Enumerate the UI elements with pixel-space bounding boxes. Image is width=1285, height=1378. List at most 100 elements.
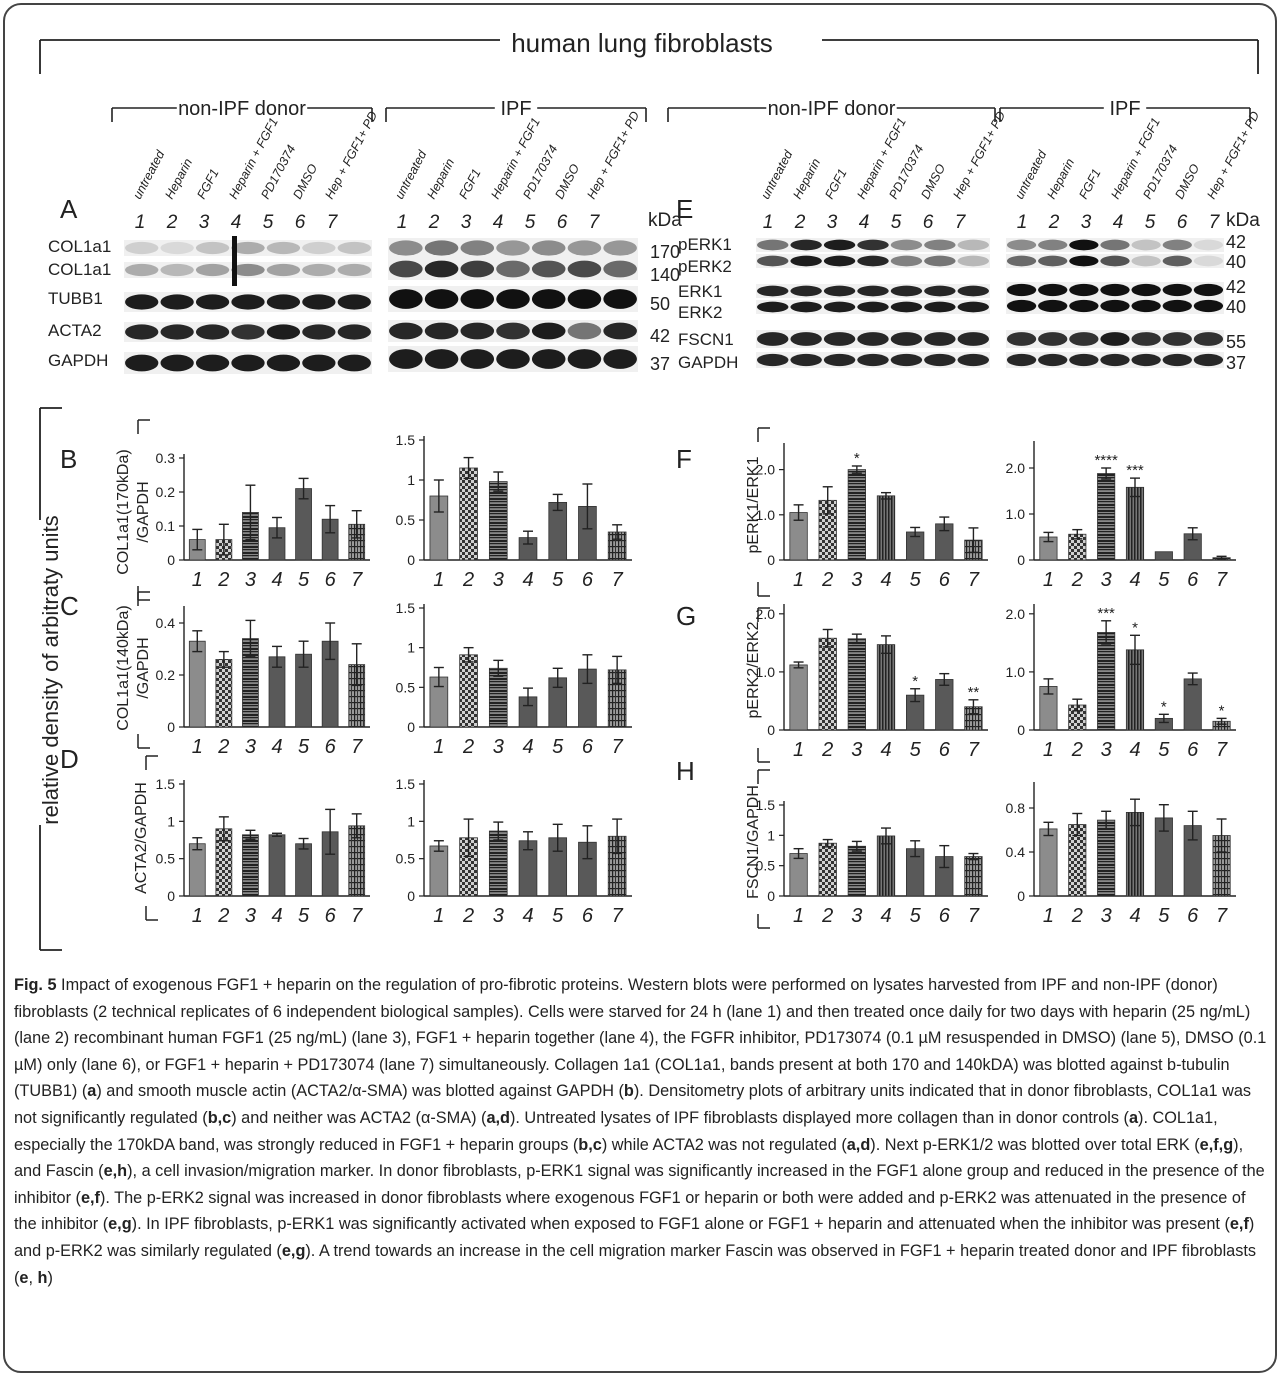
blot-row-label: ERK2: [678, 303, 722, 322]
group-label: IPF: [1109, 98, 1140, 120]
caption-text: ) and p-ERK2 was similarly regulated (: [14, 1215, 1255, 1260]
blot-perk1-donor: [756, 238, 990, 252]
blot-band: [957, 353, 989, 367]
chart-B-donor: 0 0.1 0.2 0.3 1 2 3 4 5 6 7 COL1a1(170kDa)/GAPDH: [115, 419, 370, 601]
x-tick-label: 4: [880, 569, 891, 591]
significance-star: *: [1132, 619, 1138, 636]
y-axis-label: ACTA2/GAPDH: [133, 782, 150, 894]
blot-band: [337, 354, 371, 372]
blot-band: [957, 301, 989, 313]
x-tick-label: 7: [968, 569, 980, 591]
blot-band: [1100, 255, 1130, 267]
x-tick-label: 2: [462, 736, 474, 758]
blot-band: [389, 260, 423, 278]
chart-C-donor: 0 0.2 0.4 1 2 3 4 5 6 7 COL1a1(140kDa)/GAPDH: [115, 591, 370, 758]
blot-band: [1131, 255, 1161, 267]
y-tick-label: 0: [1017, 552, 1025, 568]
significance-star: **: [968, 684, 980, 701]
blot-row-label: COL1a1: [48, 260, 111, 279]
figure-graphic: human lung fibroblasts non-IPF donor IPF no…: [38, 28, 1262, 951]
lane-number: 4: [493, 212, 504, 233]
bar: [847, 845, 866, 897]
blot-band: [757, 332, 789, 346]
blot-band: [1193, 255, 1224, 267]
bar: [847, 638, 866, 731]
lane-number: 6: [1177, 212, 1188, 233]
blot-band: [823, 301, 856, 313]
bar: [847, 469, 866, 561]
x-tick-label: 4: [271, 905, 282, 927]
y-tick-label: 2.0: [1006, 606, 1026, 622]
bar: [488, 667, 508, 728]
caption-panel-ref: e: [19, 1268, 29, 1287]
blot-band: [160, 263, 194, 277]
kda-value: 42: [1226, 277, 1246, 297]
y-tick-label: 1: [407, 813, 415, 829]
kda-label: kDa: [648, 210, 682, 231]
caption-panel-ref: a: [1128, 1108, 1139, 1127]
caption-panel-ref: e,f: [80, 1188, 100, 1207]
blot-band: [957, 255, 989, 267]
blot-band: [496, 349, 530, 369]
x-tick-label: 6: [582, 569, 594, 591]
blot-band: [460, 349, 495, 369]
blot-band: [857, 353, 889, 367]
x-tick-label: 4: [1129, 905, 1140, 927]
bar: [876, 644, 896, 731]
blot-erk1-ipf: [1006, 282, 1224, 298]
blot-band: [1162, 283, 1192, 297]
blot-fscn1-donor: [756, 330, 990, 348]
blot-tubb1-ipf: [388, 286, 638, 312]
significance-star: *: [1219, 702, 1225, 719]
caption-text: ) while ACTA2 was not regulated (: [601, 1135, 847, 1154]
x-tick-label: 7: [1216, 905, 1228, 927]
blot-band: [302, 294, 336, 310]
blot-band: [857, 301, 889, 313]
y-tick-label: 0: [767, 552, 775, 568]
blot-band: [302, 241, 336, 255]
blot-row-label: GAPDH: [678, 353, 738, 372]
y-tick-label: 1: [407, 640, 415, 656]
x-tick-label: 3: [1101, 739, 1112, 761]
blot-band: [266, 294, 301, 310]
blot-band: [823, 239, 856, 251]
group-label: non-IPF donor: [178, 98, 306, 120]
lane-name: Heparin: [424, 156, 457, 201]
blot-band: [531, 289, 566, 309]
lane-number: 1: [1017, 212, 1028, 233]
blot-band: [1069, 332, 1099, 346]
bar: [789, 853, 808, 897]
y-tick-label: 0.4: [1006, 844, 1026, 860]
bar: [876, 835, 896, 897]
caption-panel-ref: h: [37, 1268, 48, 1287]
blot-perk2-ipf: [1006, 254, 1224, 268]
x-tick-label: 4: [1129, 569, 1140, 591]
bar: [488, 830, 508, 897]
y-tick-label: 1: [167, 813, 175, 829]
group-label: IPF: [500, 98, 531, 120]
blot-band: [389, 349, 423, 369]
chart-G-donor: 0 1.0 2.0 1 2 3 4 * 5 6 ** 7 pERK2/ERK2: [745, 604, 988, 763]
figure-label: Fig. 5: [14, 976, 57, 994]
x-tick-label: 3: [493, 569, 504, 591]
kda-value: 42: [650, 326, 670, 346]
blot-band: [567, 260, 602, 278]
blot-band: [757, 239, 789, 251]
blot-row-label: GAPDH: [48, 351, 108, 370]
blot-band: [890, 239, 923, 251]
bar: [429, 845, 449, 897]
y-tick-label: 0.2: [156, 667, 176, 683]
chart-G-ipf: 0 1.0 2.0 1 2 *** 3 * 4 * 5 6 * 7: [1006, 604, 1236, 761]
chart-B-ipf: 00.511.51 2 3 4 5 6 7: [396, 432, 632, 591]
x-tick-label: 2: [1071, 905, 1083, 927]
x-tick-label: 5: [1158, 569, 1170, 591]
y-tick-label: 0.1: [156, 518, 176, 534]
blot-band: [790, 239, 822, 251]
x-tick-label: 3: [1101, 905, 1112, 927]
lane-name: Heparin: [162, 156, 195, 201]
caption-text: ,: [28, 1268, 38, 1287]
significance-star: *: [854, 450, 860, 467]
blot-band: [302, 324, 336, 340]
bar: [1183, 678, 1202, 731]
blot-band: [337, 263, 371, 277]
